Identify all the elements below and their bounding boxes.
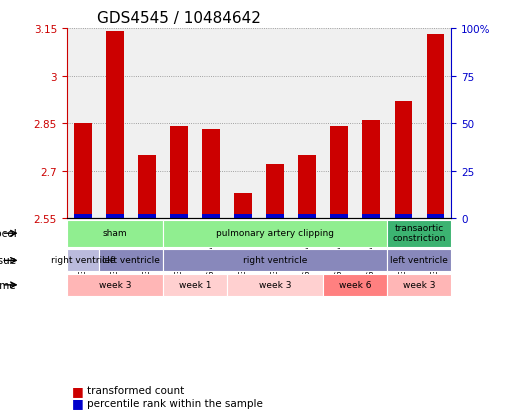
Text: week 6: week 6	[339, 280, 371, 289]
Bar	[394, 215, 412, 219]
Bar	[138, 155, 155, 219]
FancyBboxPatch shape	[163, 220, 387, 247]
Text: right ventricle: right ventricle	[243, 256, 307, 265]
Bar	[266, 165, 284, 219]
Bar	[170, 127, 188, 219]
Text: protocol: protocol	[0, 229, 16, 239]
Text: week 3: week 3	[98, 280, 131, 289]
Bar	[74, 124, 91, 219]
Bar	[234, 193, 252, 219]
Text: tissue: tissue	[0, 256, 16, 266]
Text: week 3: week 3	[259, 280, 291, 289]
Text: sham: sham	[103, 228, 127, 237]
Text: left ventricle: left ventricle	[390, 256, 448, 265]
Bar	[202, 130, 220, 219]
Text: week 3: week 3	[403, 280, 436, 289]
FancyBboxPatch shape	[67, 274, 163, 296]
Bar	[363, 215, 380, 219]
FancyBboxPatch shape	[387, 274, 451, 296]
Text: percentile rank within the sample: percentile rank within the sample	[87, 398, 263, 408]
Text: ■: ■	[72, 396, 84, 409]
Bar	[74, 215, 91, 219]
Text: week 1: week 1	[179, 280, 211, 289]
Bar	[234, 215, 252, 219]
Bar	[427, 215, 444, 219]
FancyBboxPatch shape	[163, 250, 387, 272]
Bar	[299, 215, 316, 219]
FancyBboxPatch shape	[98, 250, 163, 272]
Text: right ventricle: right ventricle	[51, 256, 115, 265]
Text: time: time	[0, 280, 16, 290]
Text: GDS4545 / 10484642: GDS4545 / 10484642	[97, 12, 261, 26]
Text: pulmonary artery clipping: pulmonary artery clipping	[216, 228, 334, 237]
Bar	[427, 35, 444, 219]
Bar	[106, 215, 124, 219]
FancyBboxPatch shape	[323, 274, 387, 296]
FancyBboxPatch shape	[387, 250, 451, 272]
FancyBboxPatch shape	[387, 220, 451, 247]
Text: transformed count: transformed count	[87, 385, 185, 395]
FancyBboxPatch shape	[67, 250, 98, 272]
Text: left ventricle: left ventricle	[102, 256, 160, 265]
Text: transaortic
constriction: transaortic constriction	[392, 223, 446, 243]
Bar	[106, 32, 124, 219]
Bar	[138, 215, 155, 219]
Bar	[266, 215, 284, 219]
Bar	[330, 215, 348, 219]
FancyBboxPatch shape	[67, 220, 163, 247]
FancyBboxPatch shape	[163, 274, 227, 296]
Text: ■: ■	[72, 384, 84, 397]
Bar	[170, 215, 188, 219]
FancyBboxPatch shape	[227, 274, 323, 296]
Bar	[363, 121, 380, 219]
Bar	[394, 102, 412, 219]
Bar	[299, 155, 316, 219]
Bar	[330, 127, 348, 219]
Bar	[202, 215, 220, 219]
